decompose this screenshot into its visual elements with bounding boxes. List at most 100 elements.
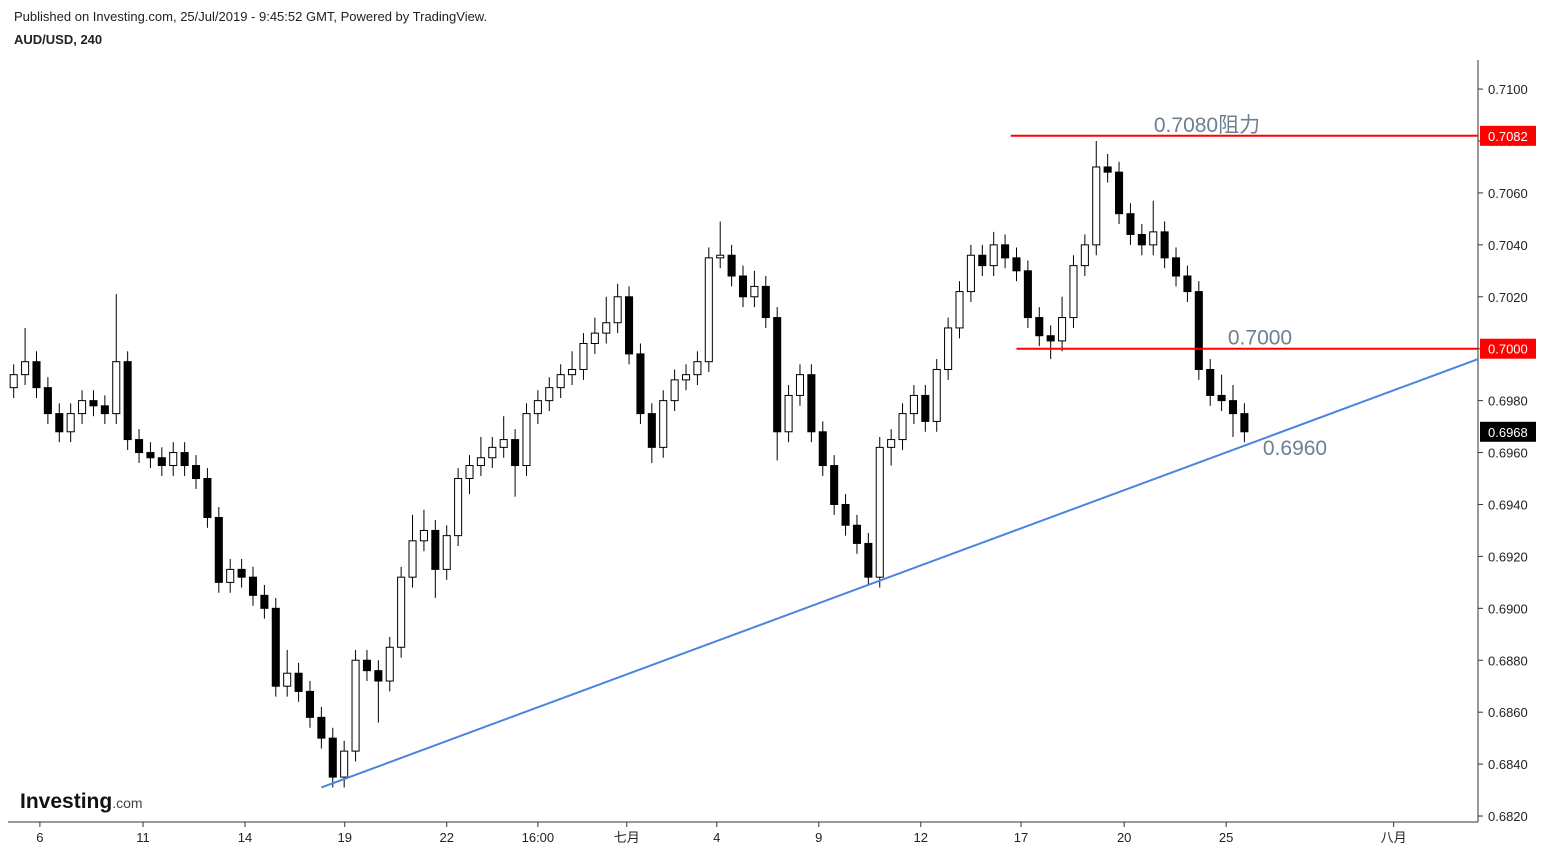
candle-body	[32, 361, 41, 389]
price-tag-label: 0.7000	[1488, 342, 1528, 357]
candle-body	[750, 285, 759, 298]
candle-body	[317, 716, 326, 739]
candle-body	[761, 285, 770, 319]
candle-body	[807, 374, 816, 433]
x-tick-label: 4	[713, 830, 720, 845]
candle-body	[1171, 257, 1181, 277]
candle-body	[522, 413, 531, 467]
candle-body	[533, 400, 542, 415]
candle-body	[625, 296, 634, 355]
candle-body	[43, 387, 52, 415]
candle-body	[1194, 291, 1203, 370]
candle-body	[1228, 400, 1238, 415]
candle-body	[180, 452, 189, 467]
candle-body	[1183, 275, 1192, 293]
candle-body	[465, 465, 474, 480]
candle-body	[1149, 231, 1158, 246]
candle-body	[499, 439, 508, 448]
candle-body	[248, 576, 258, 596]
candle-body	[727, 254, 736, 277]
x-tick-label: 17	[1014, 830, 1028, 845]
candle-body	[1240, 413, 1249, 433]
candle-body	[78, 400, 87, 415]
level-note: 0.7080阻力	[1154, 114, 1260, 137]
x-tick-label: 八月	[1381, 830, 1407, 845]
x-tick-label: 9	[815, 830, 822, 845]
candle-body	[545, 387, 554, 402]
last-price-label: 0.6968	[1488, 425, 1528, 440]
candle-body	[556, 374, 565, 389]
candle-body	[135, 439, 144, 454]
y-tick-label: 0.6840	[1488, 757, 1528, 772]
candle-body	[818, 431, 827, 467]
candle-body	[1046, 335, 1055, 342]
x-tick-label: 19	[337, 830, 351, 845]
candle-body	[214, 516, 223, 583]
candle-body	[260, 594, 269, 609]
candle-body	[887, 439, 896, 448]
y-tick-label: 0.7040	[1488, 238, 1528, 253]
level-note: 0.7000	[1228, 327, 1292, 350]
candle-body	[169, 452, 178, 467]
candle-body	[1206, 368, 1215, 396]
candle-body	[123, 361, 132, 441]
candle-body	[1035, 317, 1044, 337]
candle-body	[157, 457, 166, 467]
candle-body	[237, 568, 246, 578]
y-tick-label: 0.7020	[1488, 290, 1528, 305]
candle-body	[89, 400, 98, 407]
candle-body	[795, 374, 805, 396]
candle-body	[283, 672, 292, 687]
candle-body	[659, 400, 668, 448]
y-tick-label: 0.6940	[1488, 497, 1528, 512]
trendline-note: 0.6960	[1263, 437, 1327, 460]
published-note: Published on Investing.com, 25/Jul/2019 …	[14, 9, 487, 24]
candle-body	[716, 254, 725, 259]
candle-body	[374, 670, 383, 682]
x-tick-label: 11	[136, 830, 150, 845]
candle-body	[1012, 257, 1021, 272]
candle-body	[784, 394, 793, 433]
y-tick-label: 0.6920	[1488, 549, 1528, 564]
candle-body	[397, 576, 406, 648]
logo-main: Investing	[20, 790, 112, 813]
candle-body	[112, 361, 121, 415]
candle-body	[203, 478, 212, 518]
candle-body	[511, 439, 520, 467]
candle-body	[226, 568, 235, 583]
candle-body	[1069, 265, 1078, 319]
candle-body	[271, 607, 280, 687]
candle-body	[932, 368, 941, 422]
candle-body	[431, 529, 440, 570]
candle-body	[328, 737, 337, 778]
candle-body	[1092, 166, 1101, 246]
y-tick-label: 0.6820	[1488, 809, 1528, 824]
candle-body	[773, 317, 782, 433]
y-tick-label: 0.6980	[1488, 394, 1528, 409]
x-tick-label: 16:00	[522, 830, 555, 845]
candle-body	[1137, 233, 1146, 246]
candle-body	[1160, 231, 1169, 259]
y-tick-label: 0.6880	[1488, 653, 1528, 668]
candle-body	[681, 374, 691, 381]
candle-body	[454, 478, 463, 537]
y-tick-label: 0.6860	[1488, 705, 1528, 720]
candle-body	[1023, 270, 1032, 319]
y-tick-label: 0.6960	[1488, 446, 1528, 461]
candle-body	[191, 465, 201, 480]
symbol: AUD/USD, 240	[14, 32, 102, 47]
candle-body	[488, 446, 497, 459]
candle-body	[385, 646, 394, 682]
x-tick-label: 22	[439, 830, 453, 845]
candle-body	[1103, 166, 1112, 173]
x-tick-label: 6	[36, 830, 43, 845]
candle-body	[9, 374, 18, 389]
candle-body	[442, 535, 451, 570]
candle-body	[921, 394, 930, 422]
candle-body	[21, 361, 30, 376]
candle-body	[955, 291, 964, 329]
candle-body	[602, 322, 611, 334]
candle-body	[362, 659, 371, 672]
